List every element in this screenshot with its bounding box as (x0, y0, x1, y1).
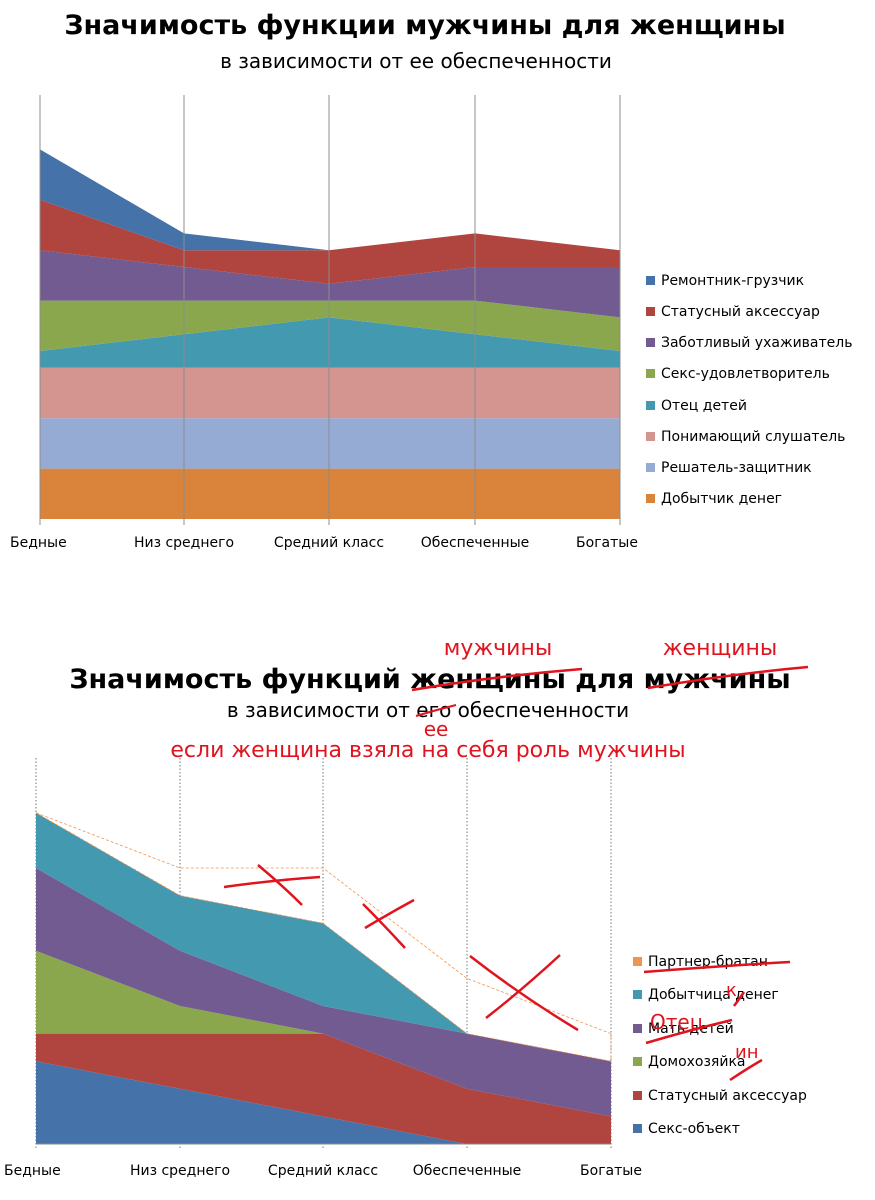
legend-label-3: Домохозяйка (648, 1054, 745, 1070)
legend-label-6: Заботливый ухаживатель (661, 335, 852, 351)
chart-2-plot-area (35, 812, 612, 1144)
chart-2-legend: Секс-объект Статусный аксессуар Домохозяйк… (633, 954, 807, 1137)
x-tick-label-1: Бедные (10, 535, 67, 551)
x-tick-label-5: Богатые (576, 535, 638, 551)
legend-swatch-6 (633, 957, 642, 966)
chart-2-x-axis: Бедные Низ среднего Средний класс Обеспечен… (4, 1143, 642, 1179)
legend-swatch-4 (633, 1024, 642, 1033)
legend-label-7: Статусный аксессуар (661, 304, 820, 320)
x-tick-label-3: Средний класс (268, 1163, 378, 1179)
handwritten-title-fix-2: женщины (663, 636, 778, 661)
legend-swatch-5 (633, 990, 642, 999)
x-tick-label-3: Средний класс (274, 535, 384, 551)
legend-swatch-1 (646, 494, 655, 503)
handwritten-note: если женщина взяла на себя роль мужчины (170, 738, 685, 763)
legend-swatch-7 (646, 307, 655, 316)
area-series-3 (40, 367, 620, 419)
area-series-2 (36, 1033, 611, 1144)
x-tick-label-1: Бедные (4, 1163, 61, 1179)
handwritten-legend-k: к (726, 980, 737, 1001)
chart-1-subtitle: в зависимости от ее обеспеченности (220, 49, 612, 73)
handwritten-title-fix-1: мужчины (444, 636, 553, 661)
strike-title-word-1 (411, 667, 583, 692)
x-tick-label-5: Богатые (580, 1163, 642, 1179)
chart-2-subtitle: в зависимости от его обеспеченности (227, 698, 629, 722)
legend-swatch-1 (633, 1124, 642, 1133)
x-tick-label-2: Низ среднего (130, 1163, 230, 1179)
legend-label-3: Понимающий слушатель (661, 429, 845, 445)
area-series-5 (36, 812, 611, 1062)
legend-label-2: Статусный аксессуар (648, 1088, 807, 1104)
legend-strikes (643, 960, 791, 1082)
area-series-6 (35, 812, 612, 1062)
legend-swatch-6 (646, 338, 655, 347)
legend-swatch-2 (633, 1091, 642, 1100)
chart-2: Значимость функций женщины для мужчины в… (4, 636, 809, 1179)
handwritten-legend-otets: Отец (650, 1010, 703, 1034)
cross-marks (223, 864, 579, 1032)
area-series-1 (36, 1061, 611, 1144)
area-series-2 (40, 418, 620, 469)
area-series-1 (40, 468, 620, 519)
legend-swatch-8 (646, 276, 655, 285)
chart-1-x-axis: Бедные Низ среднего Средний класс Обеспечен… (10, 535, 638, 551)
chart-1: Значимость функции мужчины для женщины в… (10, 10, 852, 551)
legend-label-8: Ремонтник-грузчик (661, 273, 804, 289)
chart-1-plot-area (40, 149, 620, 519)
legend-swatch-3 (646, 432, 655, 441)
area-series-3 (36, 950, 611, 1117)
handwritten-legend-in: ин (735, 1042, 758, 1063)
legend-label-1: Секс-объект (648, 1121, 740, 1137)
x-tick-label-2: Низ среднего (134, 535, 234, 551)
strike-subtitle-word (415, 704, 457, 717)
chart-1-gridlines (39, 95, 621, 525)
chart-2-title: Значимость функций женщины для мужчины (69, 664, 790, 695)
chart-1-title: Значимость функции мужчины для женщины (64, 10, 785, 41)
handwritten-subtitle-fix: ее (424, 717, 449, 741)
legend-label-5: Секс-удовлетворитель (661, 366, 830, 382)
legend-swatch-4 (646, 401, 655, 410)
strike-title-word-2 (647, 665, 809, 690)
chart-1-legend: Добытчик денег Решатель-защитник Понимающи… (646, 273, 852, 507)
legend-swatch-5 (646, 369, 655, 378)
legend-swatch-2 (646, 463, 655, 472)
legend-label-2: Решатель-защитник (661, 460, 812, 476)
legend-label-1: Добытчик денег (661, 491, 782, 507)
x-tick-label-4: Обеспеченные (421, 535, 530, 551)
area-series-4 (36, 868, 611, 1117)
legend-label-5: Добытчица денег (648, 987, 779, 1003)
handwritten-annotations: мужчины женщины ее если женщина взяла на… (170, 636, 809, 1082)
legend-swatch-3 (633, 1057, 642, 1066)
legend-label-4: Отец детей (661, 398, 747, 414)
x-tick-label-4: Обеспеченные (413, 1163, 522, 1179)
